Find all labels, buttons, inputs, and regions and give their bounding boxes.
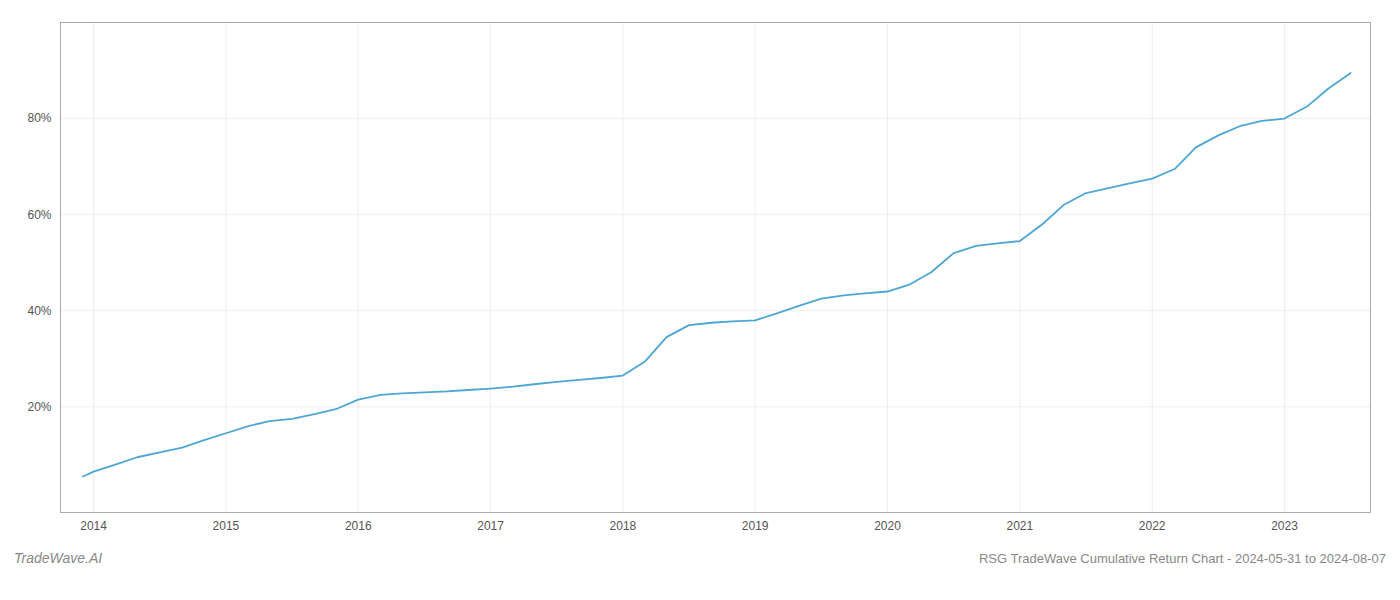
html-text:RSG TradeWave Cumulative Retur: RSG TradeWave Cumulative Return Chart - … <box>978 551 1386 566</box>
svg-text:40%: 40% <box>27 304 51 318</box>
svg-text:2022: 2022 <box>1139 519 1166 533</box>
svg-text:2017: 2017 <box>477 519 504 533</box>
svg-text:2021: 2021 <box>1006 519 1033 533</box>
svg-text:20%: 20% <box>27 400 51 414</box>
html-text:TradeWave.AI: TradeWave.AI <box>14 550 103 566</box>
svg-text:2015: 2015 <box>213 519 240 533</box>
svg-text:2016: 2016 <box>345 519 372 533</box>
svg-text:2019: 2019 <box>742 519 769 533</box>
svg-text:80%: 80% <box>27 111 51 125</box>
svg-text:2018: 2018 <box>610 519 637 533</box>
svg-text:2023: 2023 <box>1271 519 1298 533</box>
svg-text:2020: 2020 <box>874 519 901 533</box>
svg-text:2014: 2014 <box>80 519 107 533</box>
svg-text:60%: 60% <box>27 207 51 221</box>
